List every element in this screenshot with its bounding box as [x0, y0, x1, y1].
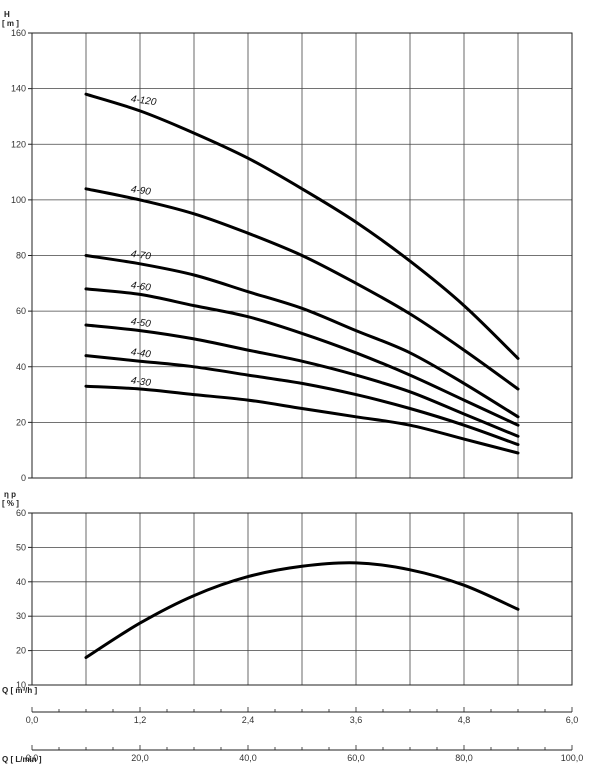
head-curve-label: 4-120 — [130, 94, 157, 109]
head-axis-unit: [ m ] — [2, 19, 19, 28]
head-curve-label: 4-70 — [130, 249, 152, 263]
q-axis-tick-label: 3,6 — [350, 715, 363, 725]
efficiency-panel: 10 20 30 40 50 60η p[ % ] — [2, 490, 573, 690]
head-curve-label: 4-90 — [130, 184, 152, 198]
head-ytick-label: 20 — [16, 417, 26, 427]
flow-axes: 0,0 1,2 2,4 3,6 4,8 6,0 Q [ m³/h ] 0,0 20,0 40,0 6… — [2, 686, 583, 764]
q-axis-tick-label: 80,0 — [455, 753, 473, 763]
eff-ytick-label: 30 — [16, 611, 26, 621]
q-axis-tick-label: 6,0 — [566, 715, 579, 725]
eff-ytick-label: 60 — [16, 508, 26, 518]
eff-ytick-label: 20 — [16, 646, 26, 656]
head-curve-4-70 — [84, 254, 520, 419]
head-curve-label: 4-60 — [130, 280, 152, 294]
head-ytick-label: 160 — [11, 28, 26, 38]
head-curve-4-120 — [84, 92, 520, 360]
head-axis-title: H — [4, 10, 10, 19]
head-ytick-label: 60 — [16, 306, 26, 316]
q-axis-tick-label: 40,0 — [239, 753, 257, 763]
head-ytick-label: 40 — [16, 362, 26, 372]
eff-axis-title: η p — [4, 490, 16, 499]
head-curve-4-90 — [84, 187, 520, 391]
q-axis-tick-label: 2,4 — [242, 715, 255, 725]
head-ytick-label: 80 — [16, 251, 26, 261]
head-curve-4-40 — [84, 354, 520, 447]
q-axis-tick-label: 0,0 — [26, 715, 39, 725]
head-ytick-label: 120 — [11, 139, 26, 149]
head-ytick-label: 0 — [21, 473, 26, 483]
q-axis-tick-label: 4,8 — [458, 715, 471, 725]
eff-ytick-label: 40 — [16, 577, 26, 587]
head-frame — [31, 32, 573, 479]
head-curve-4-30 — [84, 384, 520, 455]
head-curve-label: 4-50 — [130, 316, 152, 330]
eff-ytick-label: 50 — [16, 542, 26, 552]
q-axis-tick-label: 20,0 — [131, 753, 149, 763]
head-ytick-label: 140 — [11, 84, 26, 94]
q-axis-title: Q [ L/min ] — [2, 755, 42, 764]
eff-curve-efficiency — [84, 561, 520, 659]
eff-frame — [31, 512, 573, 686]
eff-axis-unit: [ % ] — [2, 499, 19, 508]
head-ytick-label: 100 — [11, 195, 26, 205]
head-curve-label: 4-40 — [130, 347, 152, 361]
head-curve-4-60 — [84, 287, 520, 427]
q-axis-tick-label: 0,0 — [26, 753, 39, 763]
head-curve-label: 4-30 — [130, 375, 152, 389]
q-axis-tick-label: 60,0 — [347, 753, 365, 763]
q-axis-tick-label: 1,2 — [134, 715, 147, 725]
eff-ytick-label: 10 — [16, 680, 26, 690]
q-axis-tick-label: 100,0 — [561, 753, 584, 763]
q-axis-title: Q [ m³/h ] — [2, 686, 37, 695]
head-curve-4-50 — [84, 323, 520, 438]
